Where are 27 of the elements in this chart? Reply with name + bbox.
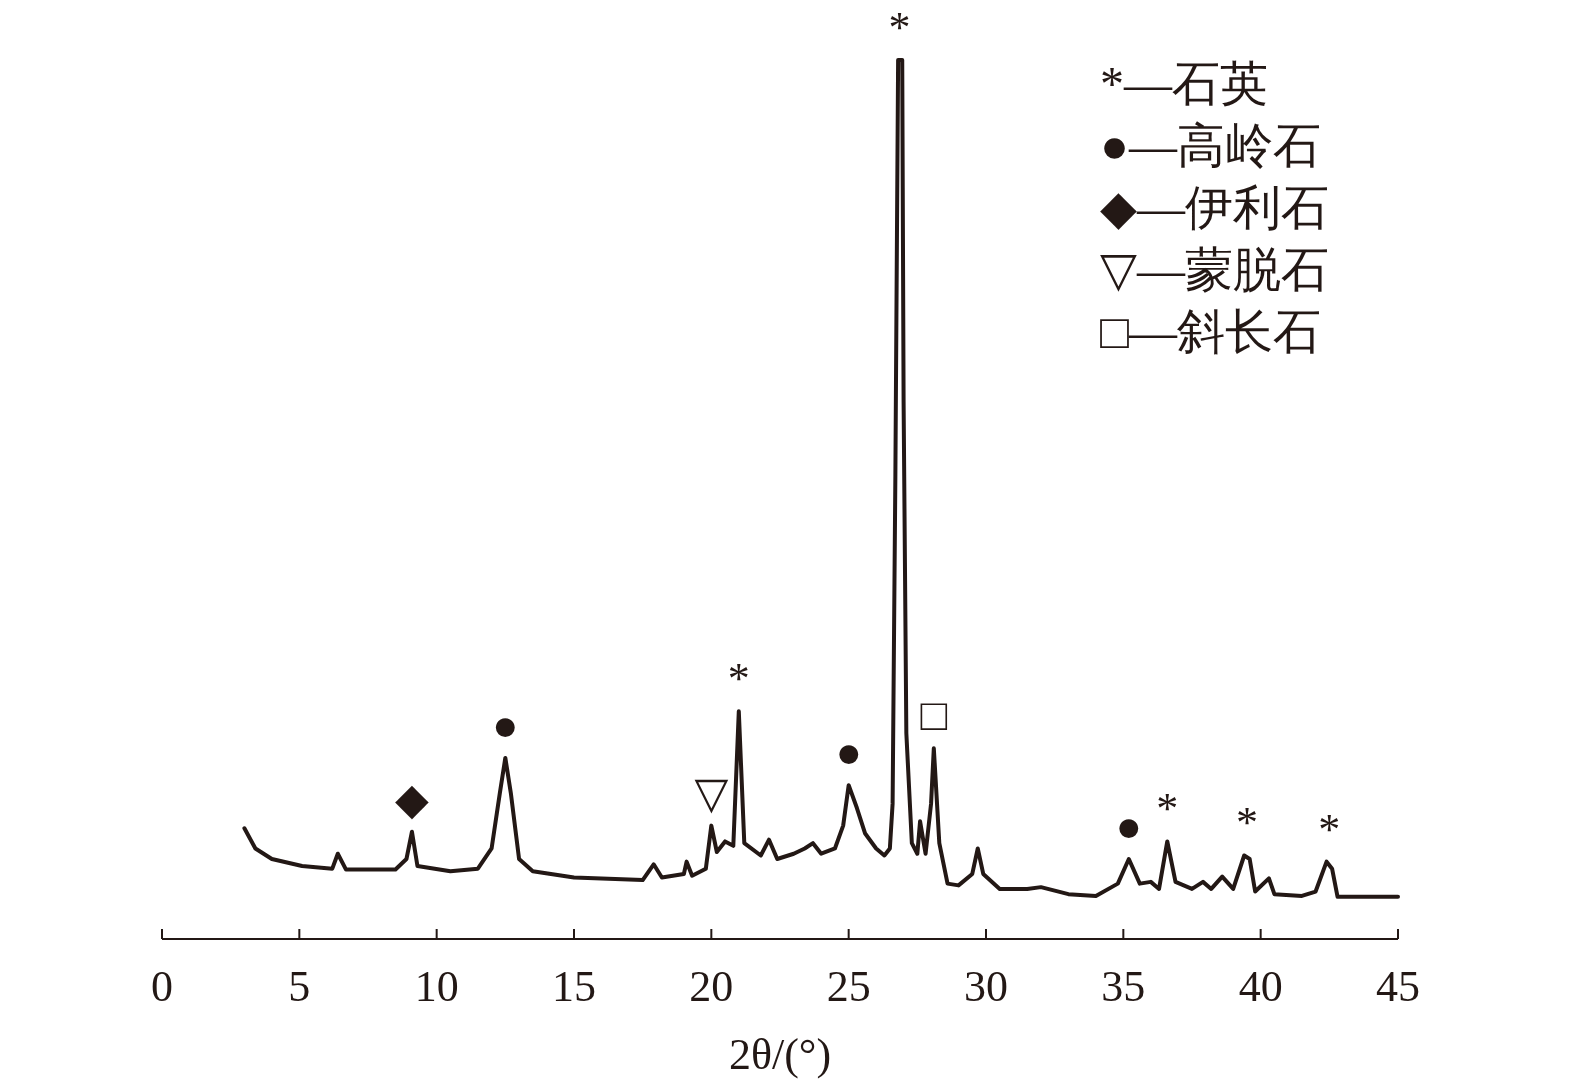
annotation: ● — [835, 728, 862, 778]
x-tick-label: 30 — [964, 962, 1008, 1011]
annotation: * — [727, 654, 750, 704]
annotation: ▽ — [694, 768, 729, 818]
annotation: □—斜长石 — [1100, 305, 1321, 358]
annotation: ◆—伊利石 — [1100, 181, 1329, 234]
x-tick-label: 15 — [552, 962, 596, 1011]
x-tick-label: 40 — [1238, 962, 1283, 1011]
x-tick-label: 0 — [151, 962, 173, 1011]
annotation: * — [1235, 798, 1258, 848]
annotation: * — [1318, 804, 1341, 854]
annotation: * — [888, 3, 911, 52]
annotation: □ — [920, 691, 948, 741]
x-axis-title: 2θ/(°) — [728, 1030, 832, 1079]
x-tick-label: 25 — [826, 962, 871, 1011]
annotation: * — [1156, 784, 1179, 834]
x-tick-label: 35 — [1101, 962, 1146, 1011]
annotation: ◆ — [395, 774, 430, 824]
x-tick-label: 5 — [288, 962, 311, 1011]
x-tick-label: 45 — [1376, 962, 1420, 1011]
annotation: ●—高岭石 — [1100, 119, 1321, 172]
x-tick-label: 20 — [689, 962, 734, 1011]
annotation: ● — [1115, 802, 1143, 852]
annotation: ● — [492, 700, 519, 750]
x-tick-label: 10 — [414, 962, 459, 1011]
annotation: *—石英 — [1100, 57, 1268, 110]
annotation: ▽—蒙脱石 — [1100, 243, 1329, 296]
